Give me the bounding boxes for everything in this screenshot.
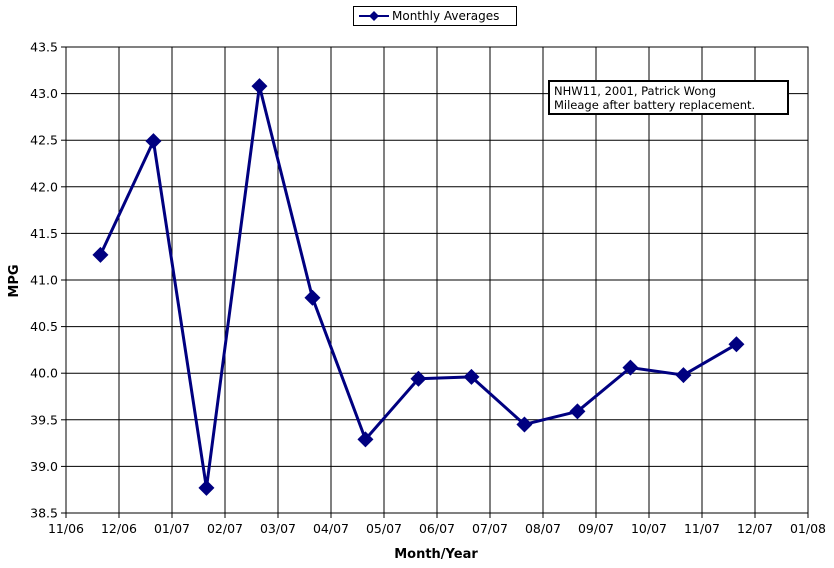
annotation-line-1: NHW11, 2001, Patrick Wong — [554, 84, 716, 98]
data-point-marker — [463, 368, 480, 385]
x-tick-label: 11/07 — [684, 521, 720, 536]
y-tick-label: 40.5 — [30, 319, 58, 334]
x-tick-label: 06/07 — [419, 521, 455, 536]
x-tick-label: 12/07 — [737, 521, 773, 536]
x-tick-label: 12/06 — [101, 521, 137, 536]
data-point-marker — [304, 289, 321, 306]
legend: Monthly Averages — [353, 6, 517, 26]
series-monthly-averages — [92, 78, 745, 496]
data-point-marker — [357, 431, 374, 448]
x-tick-label: 01/07 — [154, 521, 190, 536]
annotation-line-2: Mileage after battery replacement. — [554, 98, 756, 112]
y-tick-label: 39.0 — [30, 459, 58, 474]
legend-line-marker-icon — [359, 11, 389, 21]
x-tick-label: 04/07 — [313, 521, 349, 536]
x-tick-label: 05/07 — [366, 521, 402, 536]
x-tick-label: 02/07 — [207, 521, 243, 536]
data-point-marker — [569, 403, 586, 420]
y-tick-label: 38.5 — [30, 506, 58, 521]
y-tick-label: 42.5 — [30, 133, 58, 148]
data-point-marker — [251, 78, 268, 95]
y-tick-label: 43.5 — [30, 40, 58, 55]
x-tick-label: 10/07 — [631, 521, 667, 536]
y-tick-label: 40.0 — [30, 366, 58, 381]
x-tick-label: 08/07 — [525, 521, 561, 536]
data-point-marker — [728, 336, 745, 353]
x-tick-label: 01/08 — [790, 521, 826, 536]
x-tick-label: 07/07 — [472, 521, 508, 536]
data-point-marker — [622, 359, 639, 376]
data-point-marker — [516, 416, 533, 433]
y-axis-title: MPG — [7, 264, 22, 297]
data-point-marker — [410, 370, 427, 387]
axis-ticks: 11/06 12/06 01/07 02/07 03/07 04/07 05/07 06/07… — [30, 40, 826, 537]
data-point-marker — [92, 246, 109, 263]
data-point-marker — [145, 133, 162, 150]
y-tick-label: 42.0 — [30, 179, 58, 194]
x-tick-label: 11/06 — [48, 521, 84, 536]
x-tick-label: 09/07 — [578, 521, 614, 536]
data-point-marker — [198, 479, 215, 496]
y-tick-label: 41.0 — [30, 273, 58, 288]
y-tick-label: 43.0 — [30, 86, 58, 101]
y-tick-label: 41.5 — [30, 226, 58, 241]
series-line — [99, 84, 738, 490]
x-axis-title: Month/Year — [394, 547, 478, 562]
y-tick-label: 39.5 — [30, 412, 58, 427]
grid-lines — [65, 46, 809, 514]
legend-label: Monthly Averages — [392, 9, 500, 23]
annotation-box: NHW11, 2001, Patrick Wong Mileage after … — [548, 80, 789, 115]
data-point-marker — [675, 367, 692, 384]
x-tick-label: 03/07 — [260, 521, 296, 536]
